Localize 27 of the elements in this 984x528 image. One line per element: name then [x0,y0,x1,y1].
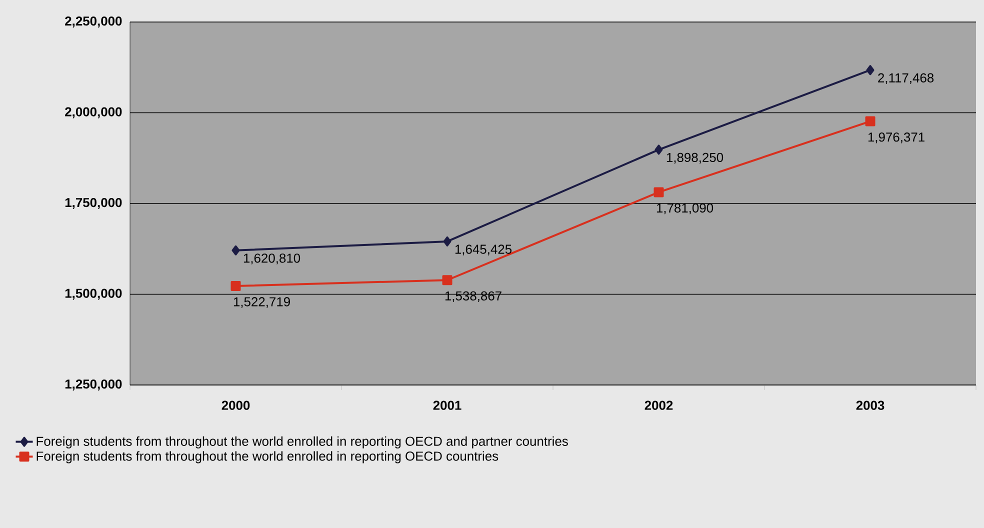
data-label: 1,645,425 [455,244,512,256]
point [232,245,240,256]
point [654,144,663,155]
y-tick-label: 1,500,000 [65,288,122,300]
x-tick-label: 2000 [222,400,250,410]
data-label: 1,538,867 [445,291,502,302]
point [443,236,452,246]
point [866,65,874,76]
data-label: 1,898,250 [666,152,724,164]
x-tick-label: 2002 [644,400,673,410]
legend-label: Foreign students from throughout the world enrolled in reporting OECD countries [36,451,498,464]
data-label: 1,976,371 [868,132,924,144]
y-tick-label: 2,000,000 [65,107,122,118]
x-tick-label: 2001 [433,400,462,410]
point [865,116,876,126]
x-tick-label: 2003 [856,400,884,410]
data-label: 1,781,090 [656,203,714,214]
data-label: 1,620,810 [244,254,300,264]
data-label: 2,117,468 [878,73,934,84]
data-label: 1,522,719 [234,297,290,308]
point [442,275,452,286]
legend-label: Foreign students from throughout the world enrolled in reporting OECD and partner countries [36,436,568,448]
y-tick-label: 2,250,000 [65,16,122,28]
y-tick-label: 1,750,000 [65,198,122,210]
y-tick-label: 1,250,000 [65,379,122,391]
point [654,187,664,198]
point [230,280,241,291]
